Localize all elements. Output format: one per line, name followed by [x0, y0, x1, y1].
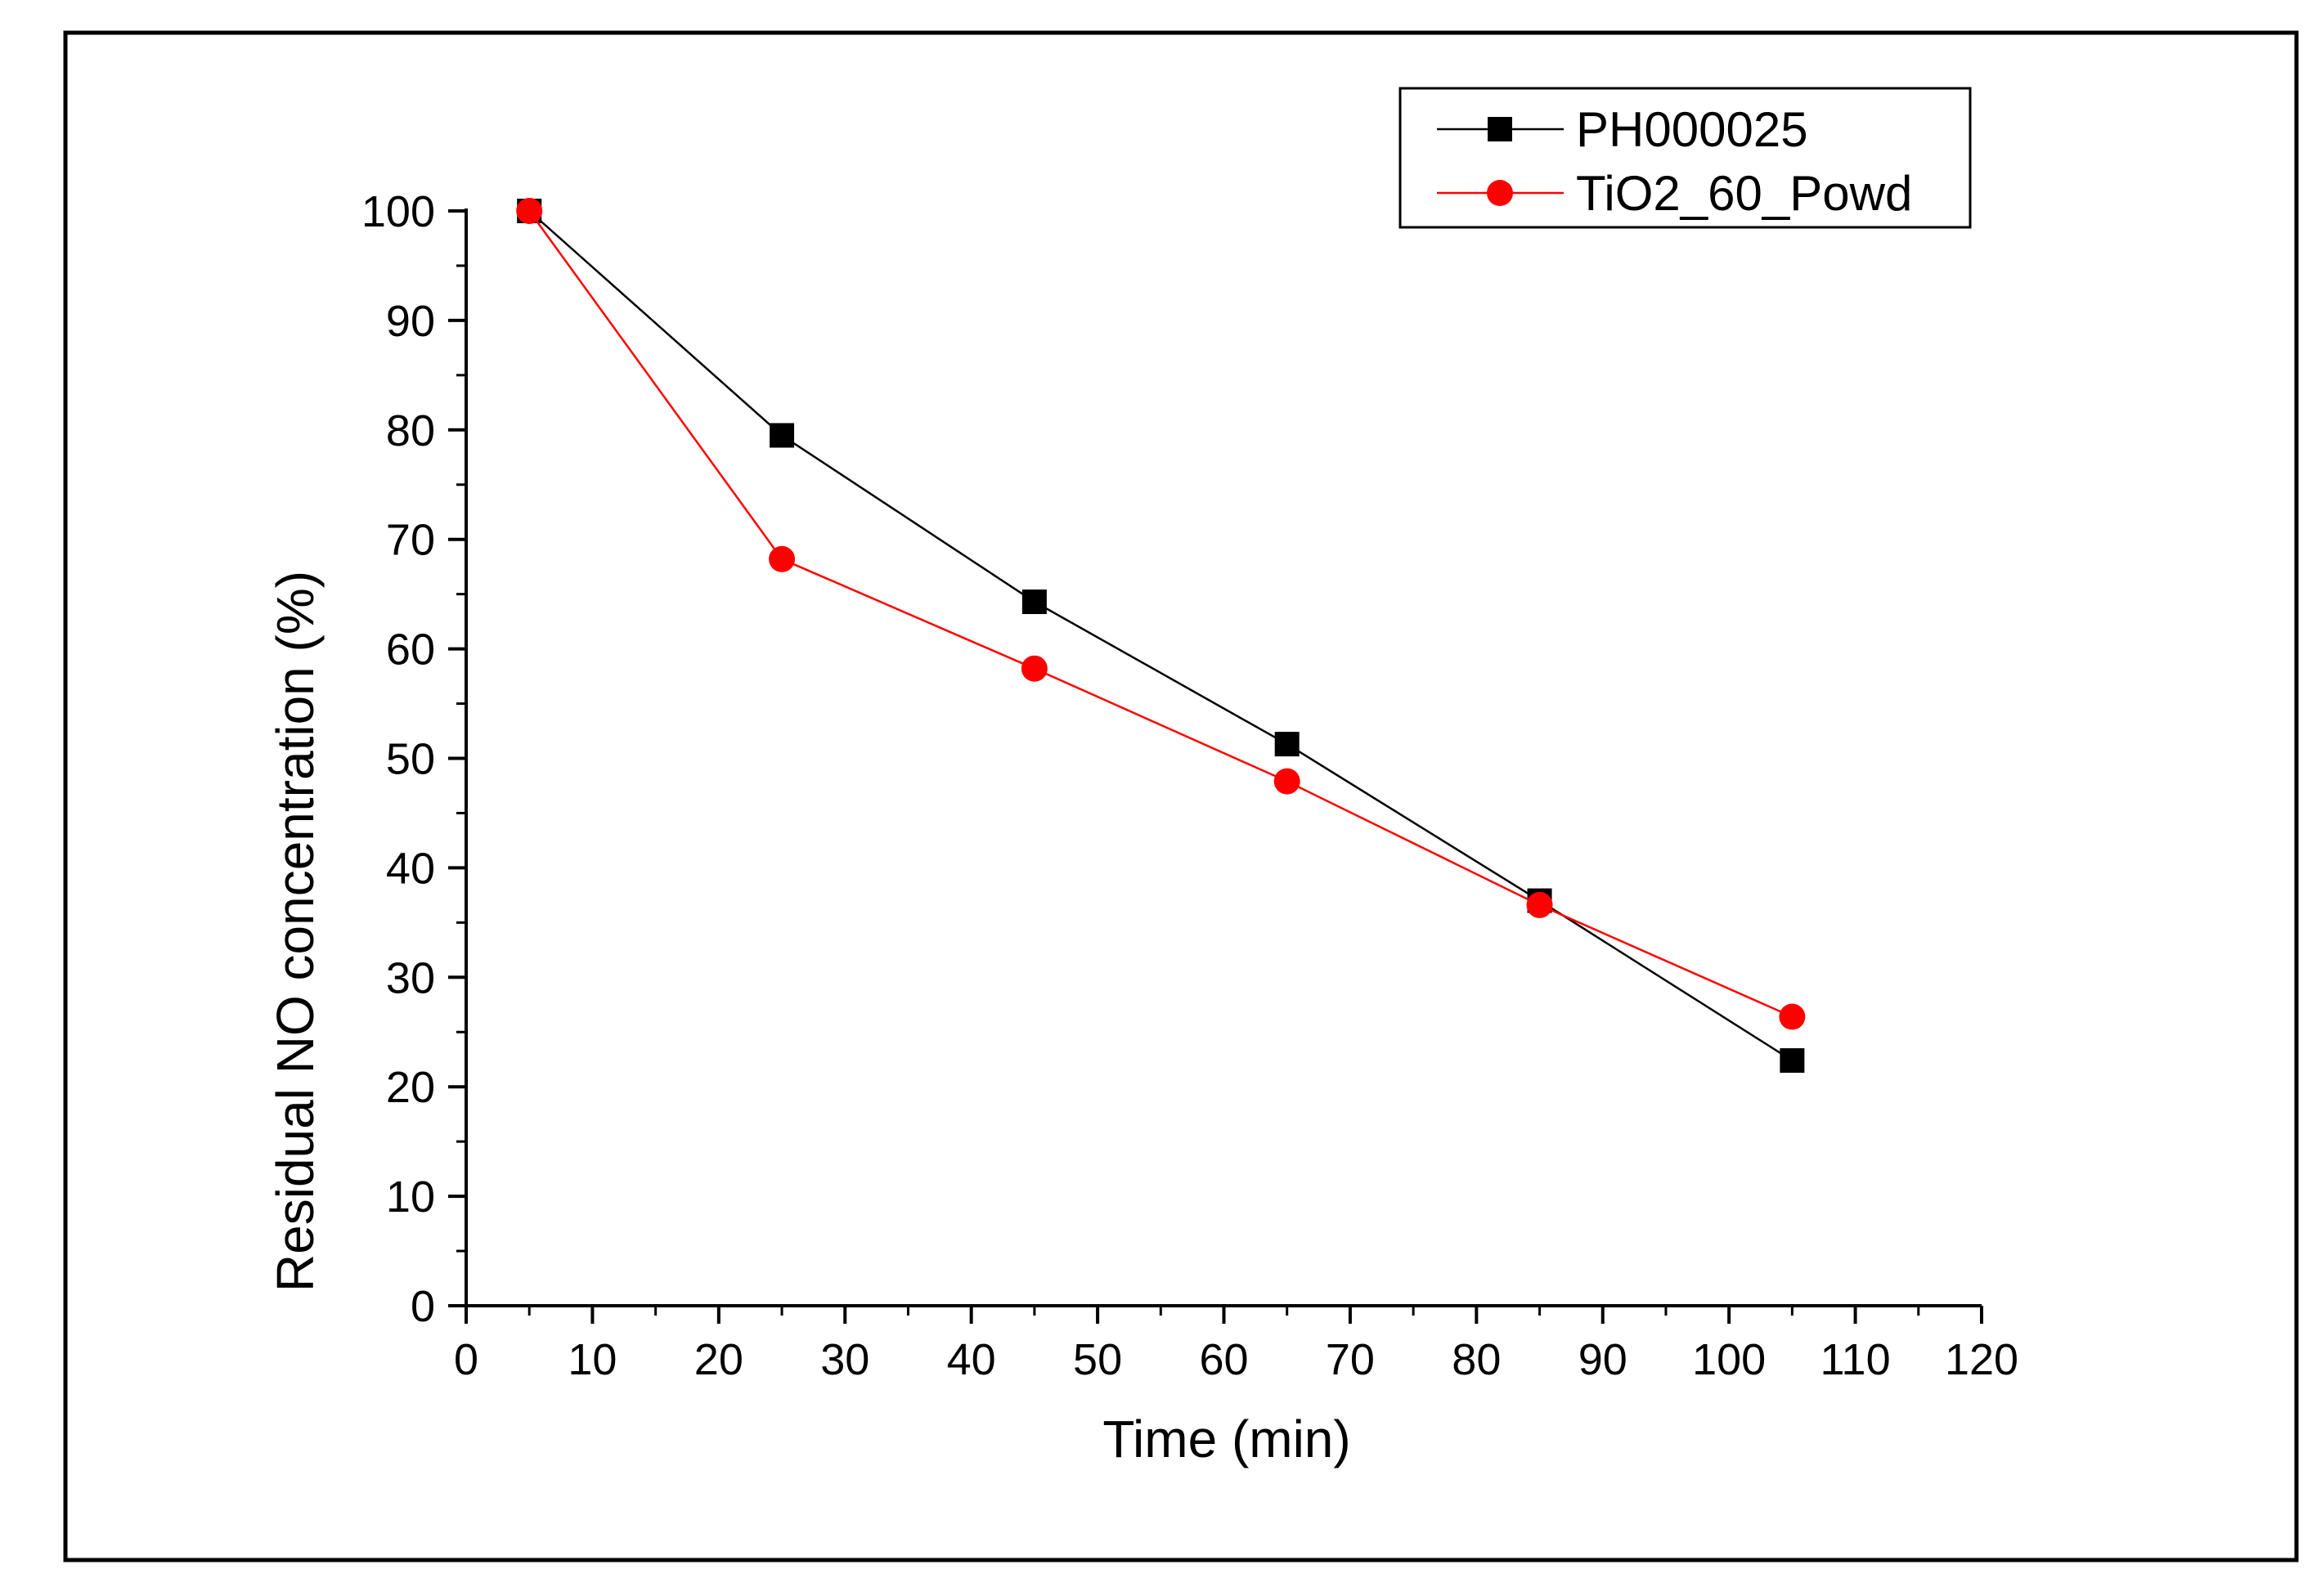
data-point	[1021, 590, 1047, 615]
legend-item: PH000025	[1437, 102, 1808, 157]
y-tick-label: 60	[386, 625, 435, 675]
data-point	[1779, 1003, 1806, 1030]
x-tick-label: 0	[454, 1335, 478, 1384]
y-tick-label: 90	[386, 297, 435, 346]
x-tick-label: 40	[947, 1335, 996, 1384]
x-tick-label: 50	[1073, 1335, 1122, 1384]
x-tick-label: 20	[694, 1335, 743, 1384]
data-point	[769, 545, 796, 572]
data-point	[1273, 768, 1300, 795]
x-tick-label: 10	[568, 1335, 617, 1384]
legend-marker	[1487, 180, 1513, 206]
series-line	[528, 210, 1794, 1062]
y-tick-label: 80	[386, 406, 435, 455]
y-tick-label: 40	[386, 844, 435, 893]
x-tick-label: 30	[820, 1335, 869, 1384]
x-tick-label: 100	[1692, 1335, 1766, 1384]
data-point	[1274, 732, 1300, 757]
data-point	[1780, 1048, 1805, 1074]
series-TiO2_60_Powd	[516, 198, 1806, 1030]
legend-item: TiO2_60_Powd	[1437, 166, 1912, 221]
y-tick-label: 50	[386, 735, 435, 784]
x-tick-label: 90	[1578, 1335, 1627, 1384]
data-point	[516, 198, 543, 224]
axes: 0 10 20 30 40 50 60 70 80 90 100 110 120 0 10 20 30 40 50 6…	[361, 187, 2018, 1384]
data-point	[1021, 655, 1048, 682]
y-tick-label: 70	[386, 516, 435, 565]
legend-label: PH000025	[1576, 102, 1808, 157]
y-tick-label: 10	[386, 1172, 435, 1222]
y-tick-label: 100	[361, 187, 435, 236]
x-axis-title: Time (min)	[1102, 1410, 1350, 1468]
series-line	[528, 210, 1793, 1018]
outer-frame	[63, 30, 2299, 1562]
x-tick-label: 70	[1326, 1335, 1375, 1384]
y-tick-label: 0	[411, 1282, 435, 1331]
y-axis-title: Residual NO concentration (%)	[266, 571, 325, 1292]
x-tick-label: 120	[1945, 1335, 2018, 1384]
x-tick-label: 110	[1820, 1335, 1891, 1384]
y-tick-label: 20	[386, 1063, 435, 1112]
x-tick-label: 80	[1452, 1335, 1501, 1384]
y-tick-label: 30	[386, 953, 435, 1002]
series-layer	[516, 198, 1806, 1074]
data-point	[770, 423, 795, 448]
legend-label: TiO2_60_Powd	[1576, 166, 1912, 221]
legend-marker	[1488, 117, 1512, 141]
data-point	[1526, 891, 1553, 918]
legend: PH000025 TiO2_60_Powd	[1398, 87, 1972, 229]
x-tick-label: 60	[1199, 1335, 1248, 1384]
